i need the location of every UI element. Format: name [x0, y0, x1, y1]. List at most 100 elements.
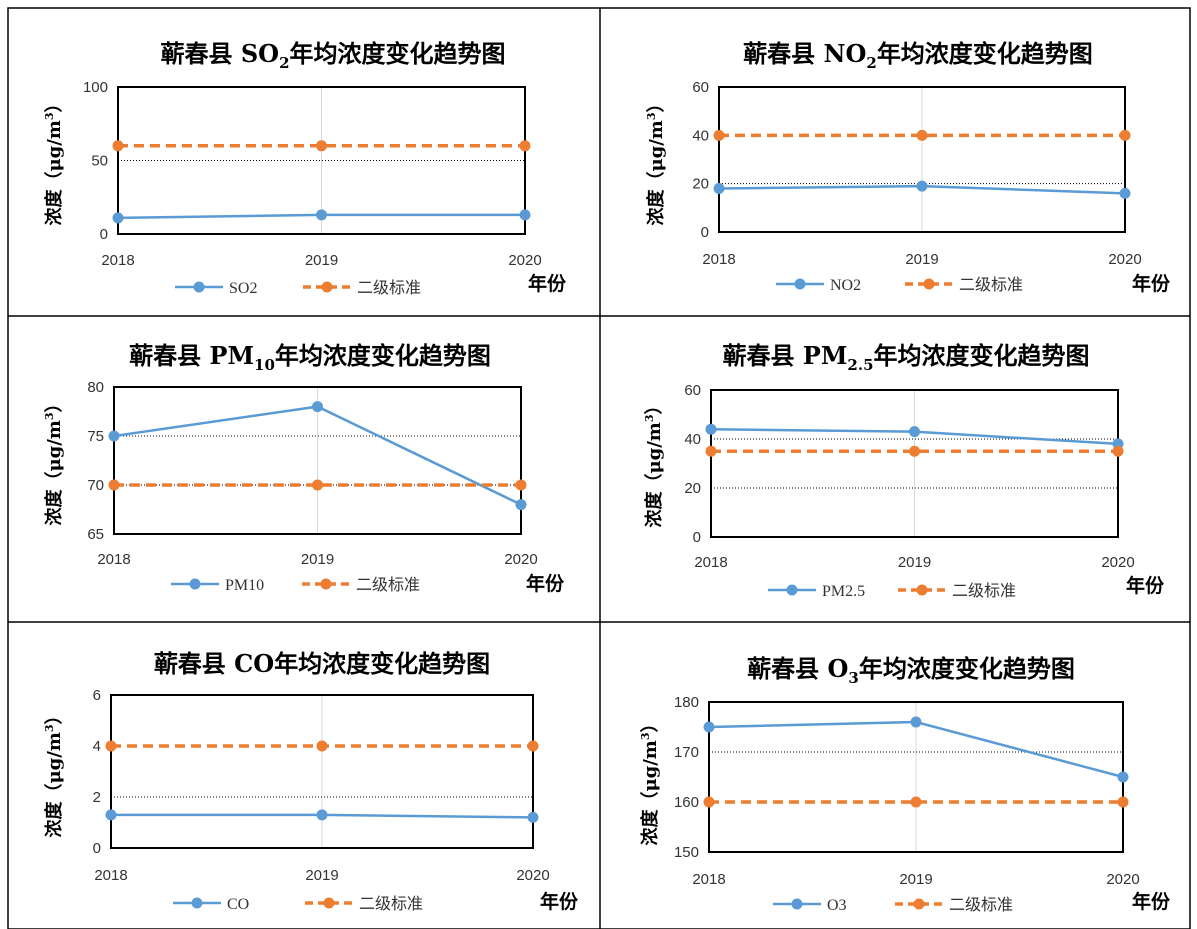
- series-point: [515, 499, 527, 511]
- chart-title: 蕲春县 PM2.5年均浓度变化趋势图: [722, 341, 1089, 374]
- standard-point: [527, 740, 539, 752]
- chart-title: 蕲春县 PM10年均浓度变化趋势图: [129, 341, 491, 374]
- series-point: [1119, 187, 1131, 199]
- y-tick-label: 20: [684, 480, 701, 497]
- y-tick-label: 0: [93, 840, 101, 857]
- y-tick-label: 75: [87, 428, 104, 445]
- series-point: [916, 180, 928, 192]
- plot-border: [110, 694, 534, 849]
- x-axis-label: 年份: [1126, 574, 1165, 597]
- standard-point: [916, 129, 928, 141]
- x-tick-label: 2018: [94, 867, 127, 884]
- standard-point: [713, 129, 725, 141]
- y-axis-label: 浓度（μg/m3）: [643, 396, 665, 527]
- legend-marker: [189, 578, 201, 590]
- chart-panel-2: 蕲春县 NO2年均浓度变化趋势图 0 20 40 60 2018 2019 2020 浓度（μg…: [645, 39, 1171, 295]
- standard-point: [312, 479, 323, 491]
- standard-point: [1119, 129, 1131, 141]
- standard-point: [703, 796, 715, 808]
- standard-point: [316, 140, 327, 152]
- chart-title: 蕲春县 O3年均浓度变化趋势图: [747, 654, 1075, 687]
- series-point: [705, 423, 717, 435]
- legend-marker: [791, 898, 803, 910]
- legend-marker: [923, 278, 935, 290]
- y-axis-label: 浓度（μg/m3）: [43, 394, 65, 525]
- standard-point: [519, 140, 531, 152]
- y-tick-label: 50: [91, 153, 108, 170]
- legend-label: NO2: [830, 277, 861, 294]
- x-tick-label: 2018: [101, 252, 134, 269]
- legend-label: PM2.5: [822, 583, 865, 600]
- x-tick-label: 2019: [898, 554, 931, 571]
- legend-marker: [193, 281, 205, 293]
- x-tick-label: 2020: [1108, 251, 1141, 268]
- standard-point: [909, 445, 920, 457]
- series-point: [713, 183, 725, 194]
- y-tick-label: 150: [674, 844, 699, 861]
- x-tick-label: 2019: [301, 551, 334, 568]
- plot-border: [117, 86, 526, 235]
- plot-border: [113, 386, 522, 535]
- standard-point: [108, 479, 120, 491]
- y-tick-label: 180: [674, 694, 699, 711]
- series-point: [519, 209, 531, 221]
- y-axis-label: 浓度（μg/m3）: [639, 714, 661, 845]
- legend-marker: [321, 281, 333, 293]
- standard-point: [705, 445, 717, 457]
- x-tick-label: 2019: [305, 252, 338, 269]
- standard-point: [1117, 796, 1129, 808]
- x-axis-label: 年份: [540, 890, 579, 913]
- y-tick-label: 40: [684, 431, 701, 448]
- y-tick-label: 160: [674, 794, 699, 811]
- legend-label: PM10: [225, 577, 264, 594]
- y-tick-label: 2: [93, 789, 101, 806]
- x-tick-label: 2018: [694, 554, 727, 571]
- series-point: [316, 209, 327, 221]
- x-tick-label: 2019: [899, 871, 932, 888]
- y-tick-label: 70: [87, 477, 104, 494]
- legend-label: 二级标准: [952, 582, 1016, 600]
- y-tick-label: 20: [692, 176, 709, 193]
- y-tick-label: 40: [692, 127, 709, 144]
- legend-marker: [913, 898, 925, 910]
- legend-marker: [786, 584, 798, 596]
- legend-marker: [916, 584, 928, 596]
- legend-label: 二级标准: [356, 576, 420, 594]
- plot-border: [710, 389, 1119, 538]
- y-tick-label: 0: [701, 224, 709, 241]
- legend-label: 二级标准: [959, 276, 1023, 294]
- series-point: [312, 401, 323, 413]
- series-point: [909, 426, 920, 438]
- plot-border: [718, 86, 1126, 233]
- standard-point: [112, 140, 124, 152]
- x-tick-label: 2020: [504, 551, 537, 568]
- legend-label: 二级标准: [949, 896, 1013, 914]
- x-tick-label: 2020: [1106, 871, 1139, 888]
- chart-title: 蕲春县 SO2年均浓度变化趋势图: [160, 39, 505, 72]
- chart-panel-6: 蕲春县 O3年均浓度变化趋势图 150 160 170 180 2018 2019 2020 浓…: [639, 654, 1171, 914]
- legend-marker: [191, 897, 203, 909]
- series-point: [112, 212, 124, 224]
- x-axis-label: 年份: [1132, 272, 1171, 295]
- y-tick-label: 100: [83, 79, 108, 96]
- y-tick-label: 60: [684, 382, 701, 399]
- chart-panel-1: 蕲春县 SO2年均浓度变化趋势图 0 50 100 2018 2019 2020 浓度（μg/…: [43, 39, 567, 297]
- chart-panel-3: 蕲春县 PM10年均浓度变化趋势图 65 70 75 80 2018 2019 2020 浓度（…: [43, 341, 565, 595]
- x-tick-label: 2018: [692, 871, 725, 888]
- legend-label: 二级标准: [359, 895, 423, 913]
- standard-point: [910, 796, 922, 808]
- standard-point: [316, 740, 328, 752]
- y-axis-label: 浓度（μg/m3）: [43, 94, 65, 225]
- series-point: [105, 809, 117, 821]
- x-tick-label: 2018: [702, 251, 735, 268]
- x-tick-label: 2020: [516, 867, 549, 884]
- x-tick-label: 2020: [1101, 554, 1134, 571]
- legend-label: CO: [227, 896, 249, 913]
- x-tick-label: 2019: [305, 867, 338, 884]
- series-point: [703, 721, 715, 733]
- series-point: [527, 811, 539, 823]
- legend-label: O3: [827, 897, 847, 914]
- y-tick-label: 65: [87, 526, 104, 543]
- chart-panel-5: 蕲春县 CO年均浓度变化趋势图 0 2 4 6 2018 2019 2020 浓度（μg/m3）…: [43, 649, 579, 913]
